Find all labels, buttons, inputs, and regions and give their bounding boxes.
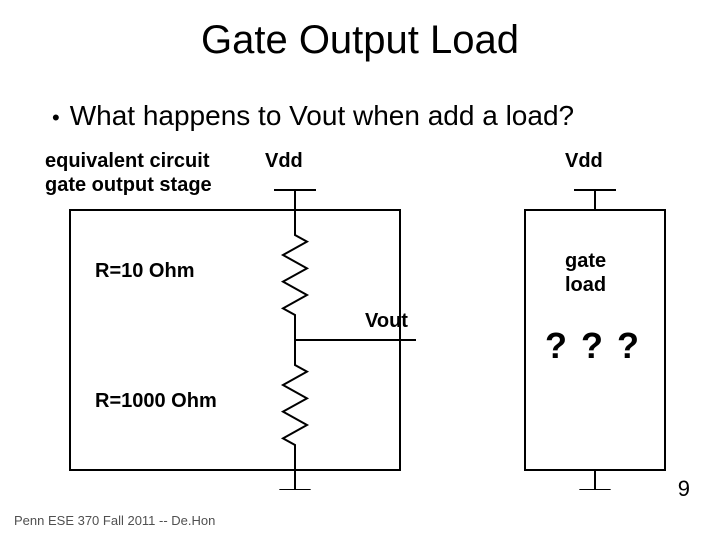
label-vout: Vout <box>365 310 408 333</box>
label-r2: R=1000 Ohm <box>95 390 217 413</box>
circuit-diagram: equivalent circuit gate output stage Vdd… <box>45 150 675 490</box>
label-question-marks: ? ? ? <box>545 325 641 367</box>
footer-text: Penn ESE 370 Fall 2011 -- De.Hon <box>14 513 215 528</box>
page-number: 9 <box>678 476 690 502</box>
circuit-svg <box>45 150 675 490</box>
slide-title: Gate Output Load <box>0 18 720 63</box>
slide: Gate Output Load • What happens to Vout w… <box>0 0 720 540</box>
label-vdd-left: Vdd <box>265 150 303 173</box>
bullet-text: What happens to Vout when add a load? <box>70 100 574 131</box>
label-load: load <box>565 274 606 297</box>
label-gate: gate <box>565 250 606 273</box>
bullet-dot: • <box>52 105 60 130</box>
label-r1: R=10 Ohm <box>95 260 194 283</box>
label-equivalent-circuit: equivalent circuit <box>45 150 210 173</box>
bullet-line: • What happens to Vout when add a load? <box>52 100 574 132</box>
label-gate-output-stage: gate output stage <box>45 174 212 197</box>
label-vdd-right: Vdd <box>565 150 603 173</box>
